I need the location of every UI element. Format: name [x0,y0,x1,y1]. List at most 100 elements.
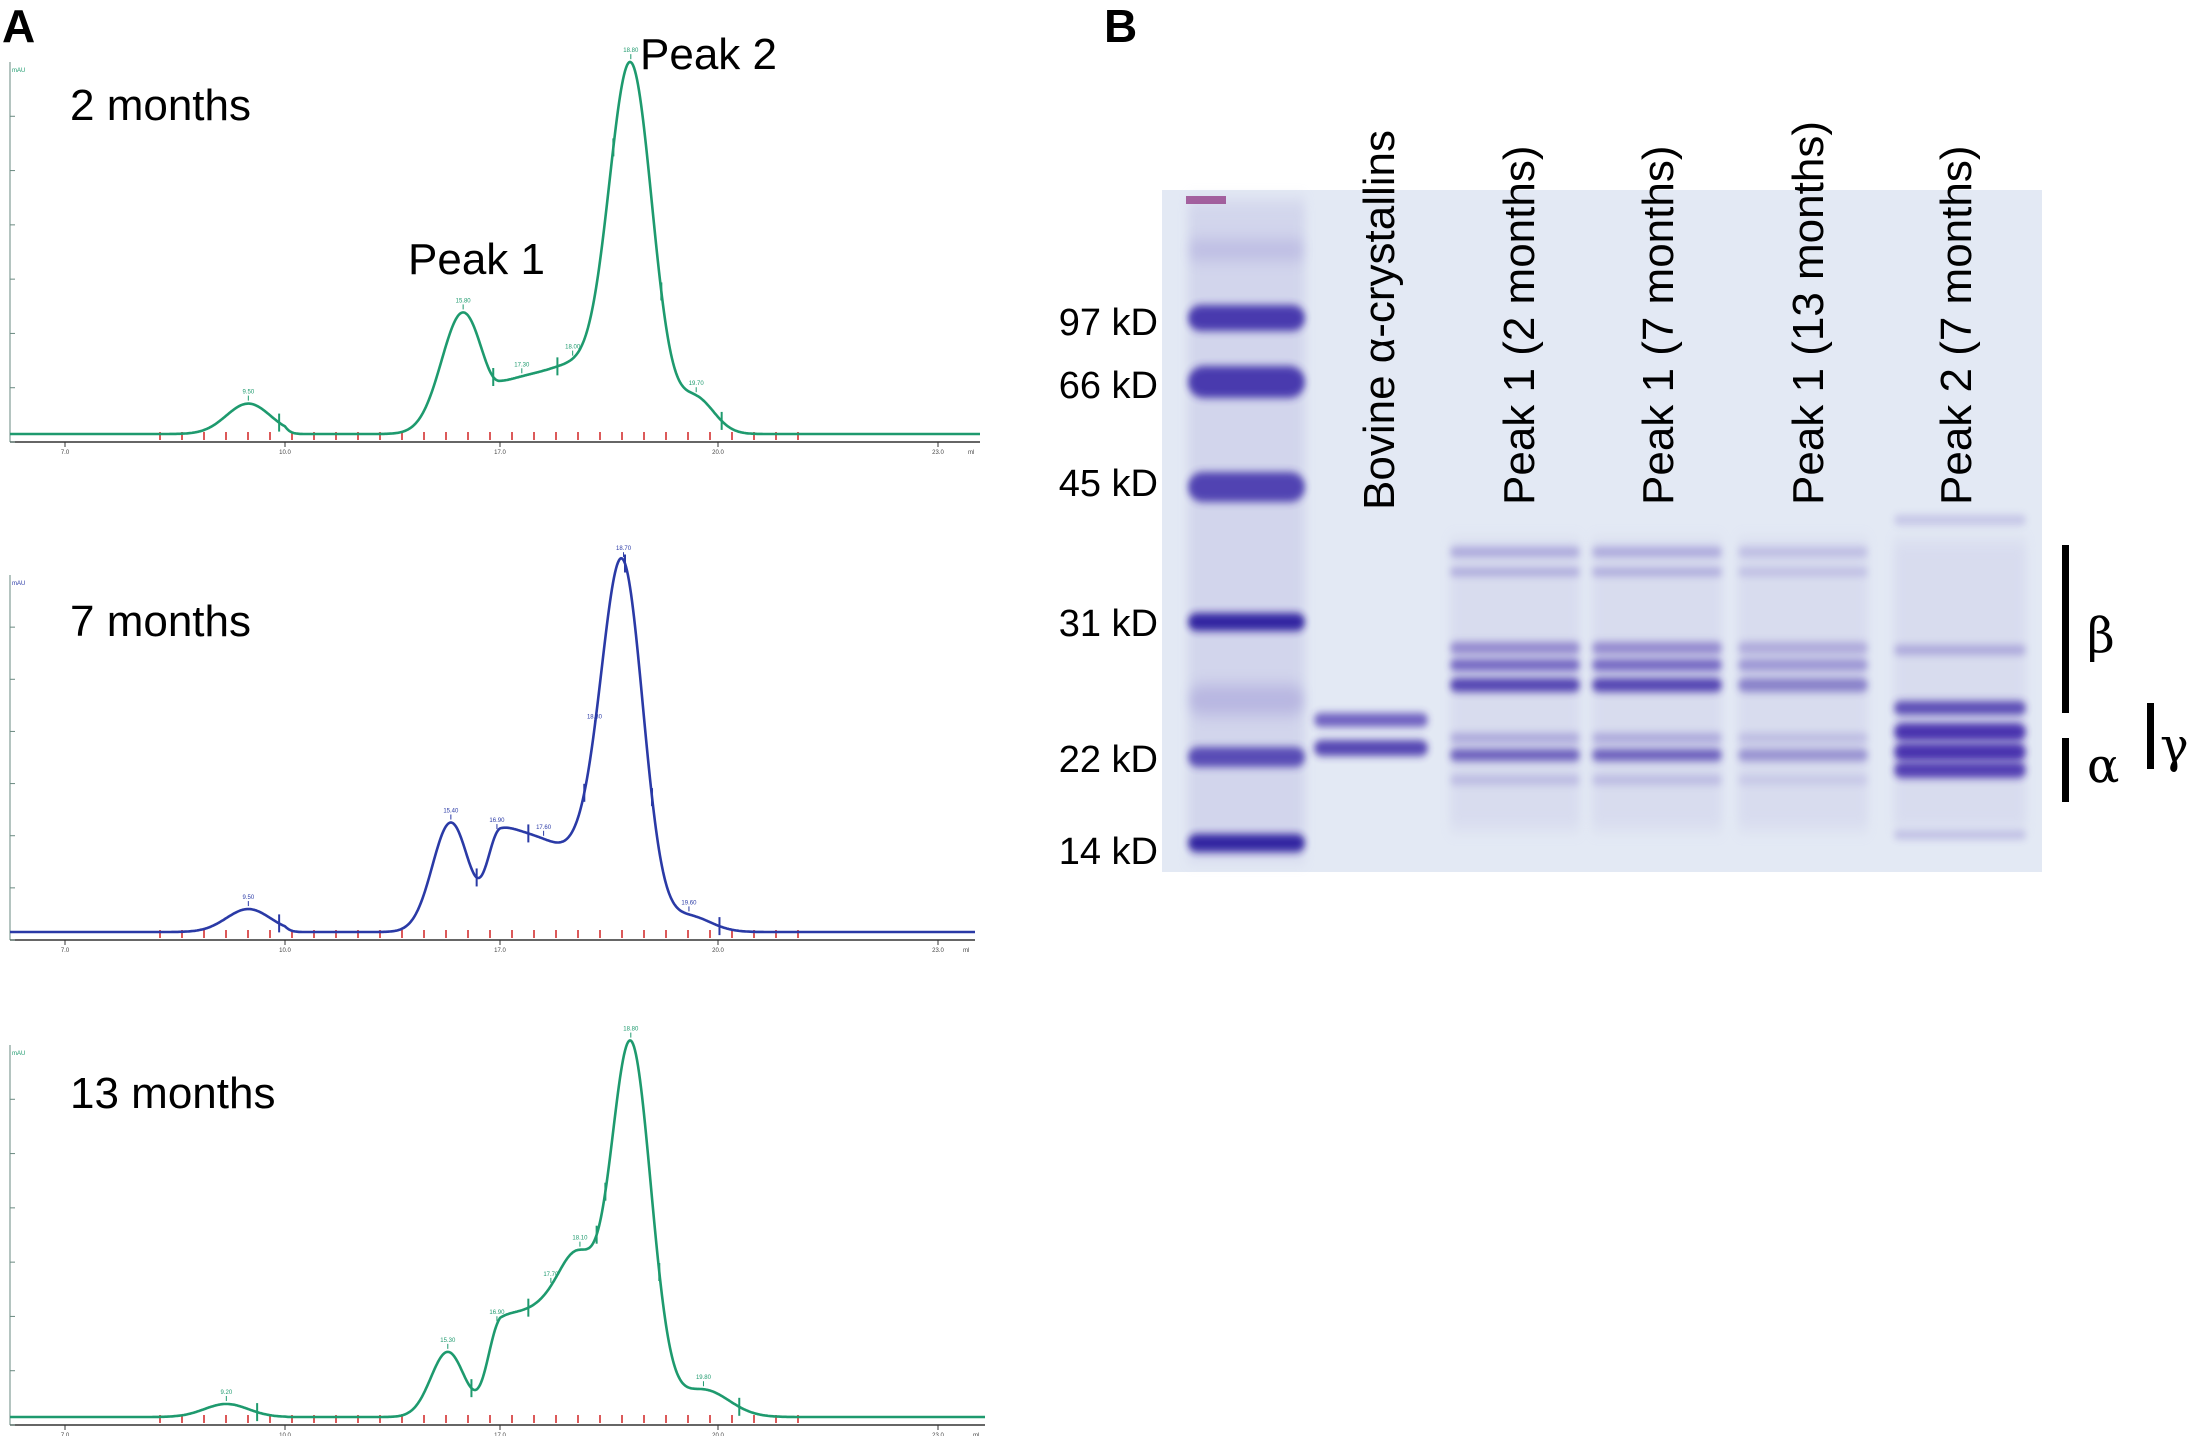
gel-band [1450,749,1580,761]
gel-band [1188,472,1305,502]
gel-band [1738,659,1868,671]
peak-marker-label: 9.20 [220,1390,232,1396]
gel-band [1738,568,1868,576]
gel-band [1188,685,1305,715]
x-tick-label: 20.0 [712,450,724,456]
lane-label-peak1-13m: Peak 1 (13 months) [1784,121,1833,505]
mw-label-14: 14 kD [1059,831,1158,873]
peak-marker-label: 15.40 [443,808,459,814]
gel-band [1188,613,1305,631]
chromatogram-13-months: 7.0 10.0 17.0 20.0 23.0 ml mAU 9.20 15.30 16.90 17… [9,1027,985,1436]
mw-label-45: 45 kD [1059,463,1158,505]
lane-label-bovine: Bovine α-crystallins [1355,130,1404,510]
lane-smear [1894,540,2026,830]
gel-band [1592,775,1722,785]
gel-band [1894,762,2026,778]
panel-b-label: B [1104,0,1137,52]
peak-marker-label: 9.50 [242,390,254,396]
gel-band [1738,678,1868,692]
chromatogram-2-months: 7.0 10.0 17.0 20.0 23.0 ml mAU 9.50 15.80 17.30 18… [9,48,980,456]
alpha-bracket [2062,738,2069,802]
beta-bracket [2062,545,2069,713]
x-unit-label: ml [963,948,969,954]
x-tick-label: 10.0 [279,450,291,456]
peak-marker-label: 18.30 [587,714,603,720]
x-tick-label: 20.0 [712,948,724,954]
x-tick-label: 17.0 [494,948,506,954]
lane-label-peak1-7m: Peak 1 (7 months) [1634,146,1683,506]
gel-band [1188,747,1305,767]
peak-marker-label: 17.60 [536,825,552,831]
gel-band [1894,831,2026,839]
x-tick-label: 7.0 [61,948,70,954]
label-13-months: 13 months [70,1069,275,1118]
peak-marker-label: 17.70 [543,1272,559,1278]
peak-marker-label: 17.30 [514,362,530,368]
mw-label-97: 97 kD [1059,302,1158,344]
gel-band [1592,547,1722,557]
gel-band [1188,305,1305,331]
gel-band [1450,733,1580,743]
x-tick-label: 7.0 [61,1433,70,1436]
gel-band [1188,366,1305,398]
gel-band [1592,642,1722,654]
chromatogram-trace [10,60,980,436]
gel-band [1592,659,1722,671]
gel-band [1592,749,1722,761]
gel-band [1450,659,1580,671]
gel-band [1450,678,1580,692]
peak-marker-label: 19.70 [689,381,705,387]
x-unit-label: ml [968,450,974,456]
gel-band [1450,547,1580,557]
gel-band [1738,775,1868,785]
gel-band [1450,568,1580,576]
fraction-markers [159,1415,799,1423]
peak-marker-label: 16.90 [489,818,505,824]
gamma-bracket [2147,703,2154,769]
chromatogram-7-months: 7.0 10.0 17.0 20.0 23.0 ml mAU 9.50 15.40 16.90 17… [9,546,975,954]
peak-marker-label: 16.90 [489,1310,505,1316]
gel-band [1894,701,2026,715]
label-7-months: 7 months [70,597,251,646]
x-tick-label: 10.0 [279,1433,291,1436]
gel-band [1738,733,1868,743]
gel-band [1450,775,1580,785]
lane-label-peak1-2m: Peak 1 (2 months) [1495,146,1544,506]
gel-image [1162,190,2042,872]
gel-band [1450,642,1580,654]
x-tick-label: 17.0 [494,1433,506,1436]
panel-a-label: A [2,0,35,52]
chromatogram-trace [10,556,975,934]
label-2-months: 2 months [70,81,251,130]
peak-marker-label: 9.50 [242,895,254,901]
peak-marker-label: 18.70 [616,546,632,552]
y-unit-label: mAU [12,68,25,74]
peak-marker-label: 18.00 [565,345,581,351]
y-unit-label: mAU [12,1051,25,1057]
gel-band [1738,547,1868,557]
x-tick-label: 10.0 [279,948,291,954]
gel-band [1894,515,2026,525]
peak-1-label: Peak 1 [408,235,545,284]
x-tick-label: 23.0 [932,948,944,954]
well-marker [1186,196,1226,204]
x-tick-label: 17.0 [494,450,506,456]
fraction-markers [159,930,799,938]
peak-marker-label: 18.80 [623,1027,639,1033]
peak-marker-label: 18.80 [623,48,639,54]
x-tick-label: 23.0 [932,1433,944,1436]
gel-band [1592,733,1722,743]
peak-marker-label: 19.80 [696,1375,712,1381]
gel-band [1314,713,1428,727]
gel-band [1894,743,2026,761]
peak-2-label: Peak 2 [640,30,777,79]
y-unit-label: mAU [12,581,25,587]
peak-marker-label: 19.60 [681,900,697,906]
mw-label-66: 66 kD [1059,365,1158,407]
peak-marker-label: 18.10 [572,1236,588,1242]
gamma-label: γ [2160,718,2189,774]
x-tick-label: 20.0 [712,1433,724,1436]
alpha-label: α [2087,738,2119,794]
gel-band [1592,678,1722,692]
